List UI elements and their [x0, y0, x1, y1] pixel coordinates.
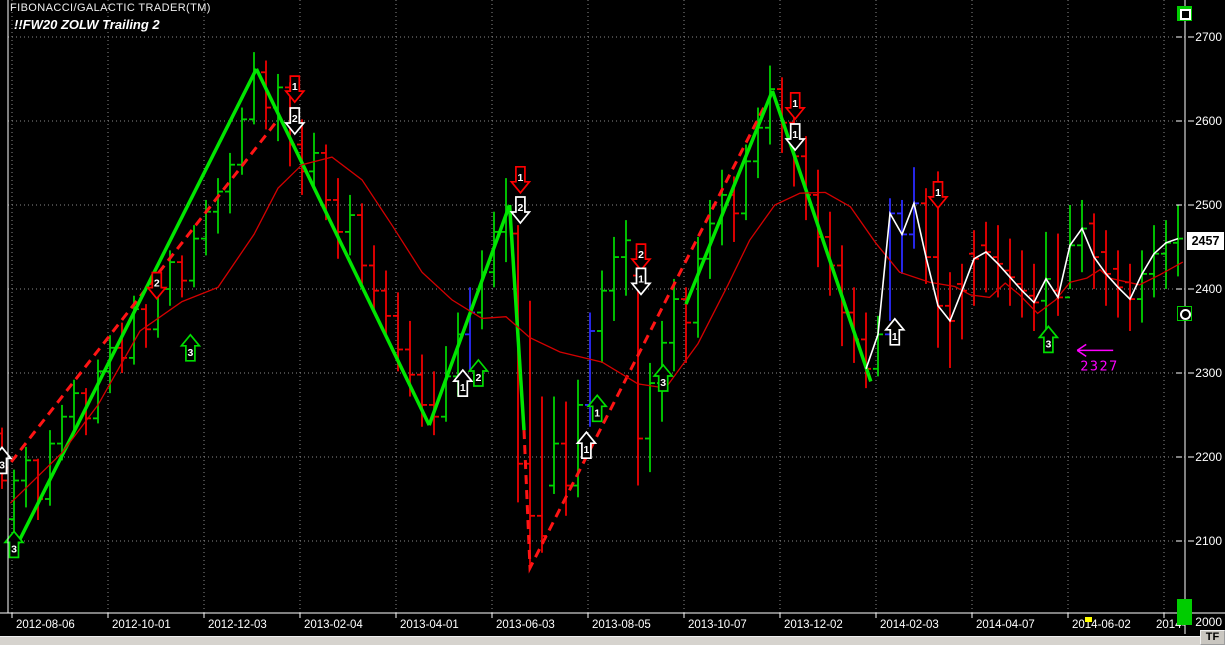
scroll-marker-bottom[interactable] [1177, 599, 1192, 625]
signal-arrow-down: 1 [927, 181, 949, 210]
current-bar-marker [1085, 617, 1092, 622]
gridlines [8, 0, 1185, 613]
svg-text:3: 3 [187, 347, 193, 359]
svg-text:1: 1 [517, 172, 523, 184]
signal-arrow-down: 1 [630, 267, 652, 296]
x-axis-label: 2013-06-03 [496, 619, 555, 631]
scroll-thumb-marker[interactable] [1177, 306, 1192, 321]
y-axis-label: 2300 [1195, 366, 1222, 380]
signal-arrow-up: 1 [884, 317, 906, 346]
svg-text:1: 1 [583, 444, 589, 456]
close-line [865, 200, 1179, 370]
x-axis-label: 2013-02-04 [304, 619, 363, 631]
annotation-price-text: 2327 [1080, 358, 1119, 374]
signal-arrow-up: 3 [652, 363, 674, 392]
svg-text:3: 3 [11, 543, 17, 555]
svg-text:2: 2 [292, 113, 298, 125]
signal-arrow-down: 1 [784, 123, 806, 152]
svg-text:1: 1 [892, 331, 898, 343]
signal-arrow-up: 1 [452, 368, 474, 397]
signal-arrow-up: 3 [1037, 325, 1060, 354]
zigzag-line [12, 68, 873, 552]
x-axis-label: 2014-02-03 [880, 619, 939, 631]
svg-text:2: 2 [638, 249, 644, 261]
signal-arrow-down: 1 [509, 165, 532, 195]
svg-text:1: 1 [594, 407, 600, 419]
signal-arrow-down: 2 [146, 271, 168, 300]
svg-text:2: 2 [475, 372, 481, 384]
signal-arrow-down: 2 [284, 107, 306, 136]
signal-arrow-up: 3 [0, 446, 13, 475]
restore-icon [1180, 9, 1191, 20]
svg-text:1: 1 [792, 129, 798, 141]
svg-text:3: 3 [1045, 338, 1051, 350]
signal-arrow-up: 3 [3, 530, 25, 559]
x-axis-label: 2012-12-03 [208, 619, 267, 631]
y-axis-label: 2500 [1195, 198, 1222, 212]
x-axis-label: 2013-04-01 [400, 619, 459, 631]
y-axis-label: 2100 [1195, 534, 1222, 548]
signal-arrow-up: 1 [575, 430, 598, 460]
instrument-label: !!FW20 ZOLW Trailing 2 [14, 17, 160, 32]
signal-arrow-up: 2 [467, 358, 490, 387]
svg-text:3: 3 [660, 377, 666, 389]
scroll-marker-top[interactable] [1177, 6, 1192, 21]
x-axis-label: 2013-10-07 [688, 619, 747, 631]
y-axis-label: 2700 [1195, 30, 1222, 44]
x-axis-label: 2014-04-07 [976, 619, 1035, 631]
x-axis-label: 2014-06-02 [1072, 619, 1131, 631]
app-title: FIBONACCI/GALACTIC TRADER(TM) [10, 2, 211, 14]
horizontal-scrollbar[interactable] [0, 636, 1225, 645]
price-annotation: 2327 [1076, 343, 1119, 374]
timeframe-button[interactable]: TF [1200, 630, 1225, 645]
x-axis-label: 2012-10-01 [112, 619, 171, 631]
circle-icon [1180, 309, 1191, 320]
y-axis-label: 2200 [1195, 450, 1222, 464]
signal-arrow-down: 1 [784, 92, 806, 121]
y-axis-label: 2400 [1195, 282, 1222, 296]
x-axis-label: 2012-08-06 [16, 619, 75, 631]
last-price-badge: 2457 [1187, 232, 1224, 250]
signal-arrow-down: 2 [630, 243, 652, 272]
x-axis-label: 2013-08-05 [592, 619, 651, 631]
y-axis-label: 2600 [1195, 114, 1222, 128]
svg-text:1: 1 [460, 382, 466, 394]
moving-average-line [9, 156, 1184, 504]
trailing-stop-line [0, 101, 768, 574]
signal-arrow-up: 1 [586, 393, 608, 423]
signal-arrow-up: 3 [179, 333, 202, 362]
signal-arrow-down: 1 [284, 75, 306, 104]
svg-text:2: 2 [154, 278, 160, 290]
svg-text:3: 3 [0, 459, 5, 471]
svg-text:1: 1 [792, 98, 798, 110]
svg-text:1: 1 [935, 187, 941, 199]
svg-text:1: 1 [292, 81, 298, 93]
x-axis-label: 2013-12-02 [784, 619, 843, 631]
signal-arrow-down: 2 [509, 196, 532, 225]
y-axis-label-2000: 2000 [1195, 615, 1222, 629]
svg-text:1: 1 [638, 273, 644, 285]
svg-text:2: 2 [517, 202, 523, 214]
